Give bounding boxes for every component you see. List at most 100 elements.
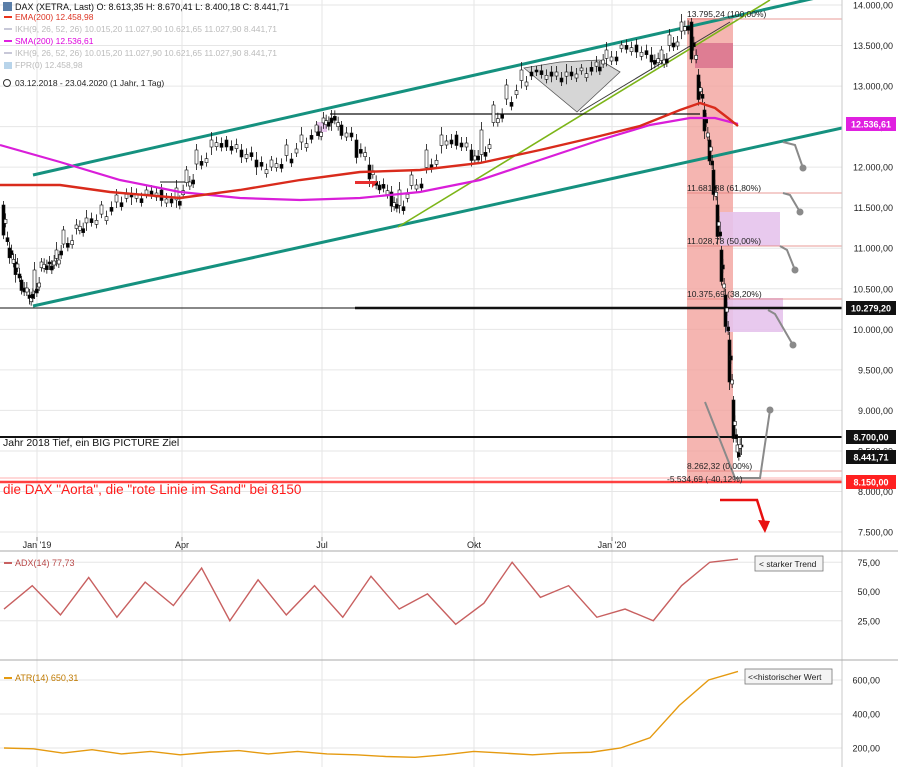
candle-body — [336, 122, 340, 127]
candle-body — [726, 326, 730, 332]
price-tag — [846, 301, 896, 315]
price-tag-label: 10.279,20 — [851, 304, 891, 314]
candle-body — [54, 249, 59, 259]
candle-body — [3, 219, 8, 224]
scenario-arrow-head — [799, 164, 807, 172]
candle-body — [519, 69, 524, 81]
legend-label: IKH(9, 26, 52, 26) 10.015,20 11.027,90 1… — [15, 24, 277, 34]
adx-tick-label: 25,00 — [857, 616, 880, 626]
candle-body — [604, 49, 609, 59]
support-2018-label: Jahr 2018 Tief, ein BIG PICTURE Ziel — [3, 437, 179, 449]
scenario-arrow — [782, 141, 804, 169]
candle-body — [579, 67, 584, 72]
candle-body — [529, 71, 534, 77]
candle-body — [479, 129, 484, 155]
candle-body — [686, 26, 690, 31]
candle-body — [717, 221, 721, 227]
time-tick-label: Apr — [175, 540, 189, 550]
candle-body — [199, 161, 204, 166]
candle-body — [284, 144, 289, 156]
candle-body — [704, 118, 708, 124]
clock-icon — [3, 79, 11, 87]
atr-note: <<historischer Wert — [748, 672, 822, 682]
candle-body — [729, 355, 733, 361]
candle-body — [109, 207, 114, 212]
candle-body — [459, 142, 464, 148]
atr-tick-label: 200,00 — [852, 744, 880, 754]
price-tick-label: 10.000,00 — [853, 325, 893, 335]
candle-body — [444, 140, 449, 146]
scenario-arrow — [704, 401, 771, 479]
candle-body — [644, 50, 649, 55]
candle-body — [589, 67, 594, 72]
candle-body — [35, 288, 39, 294]
atr-tick-label: 400,00 — [852, 710, 880, 720]
candle-body — [25, 287, 29, 293]
candle-body — [264, 169, 269, 174]
legend-label: EMA(200) 12.458,98 — [15, 12, 94, 22]
candle-body — [554, 71, 559, 77]
candle-body — [19, 279, 24, 291]
adx-tick-label: 75,00 — [857, 558, 880, 568]
candle-body — [164, 198, 169, 204]
candle-body — [665, 58, 669, 64]
fib-label: 10.375,69 (38,20%) — [687, 289, 762, 299]
price-tick-label: 11.500,00 — [854, 203, 893, 213]
candle-body — [74, 224, 79, 229]
candle-body — [401, 206, 406, 211]
candle-body — [45, 265, 49, 270]
signal-arrow — [355, 181, 378, 188]
candle-body — [424, 149, 429, 168]
candle-body — [409, 174, 414, 186]
candle-body — [377, 184, 382, 191]
candle-body — [524, 81, 529, 87]
candle-body — [544, 75, 549, 80]
atr-tick-label: 600,00 — [852, 676, 880, 686]
crash-zone — [687, 18, 733, 480]
candle-body — [733, 421, 737, 426]
candle-body — [683, 26, 687, 31]
candle-body — [737, 452, 741, 457]
fib-zone-top — [695, 43, 733, 68]
candle-body — [279, 164, 284, 169]
candle-body — [659, 49, 664, 61]
price-tag — [846, 450, 896, 464]
candle-body — [269, 159, 274, 168]
scenario-arrow — [782, 192, 801, 213]
candle-body — [397, 189, 402, 206]
candle-body — [734, 434, 738, 439]
candle-body — [624, 45, 629, 50]
marker-zone — [317, 122, 327, 132]
candle-body — [194, 149, 199, 165]
adx-line — [3, 558, 739, 626]
candle-body — [84, 217, 89, 224]
candle-body — [584, 73, 589, 78]
time-tick-label: Jul — [316, 540, 328, 550]
candle-body — [52, 260, 56, 266]
candle-body — [721, 264, 725, 270]
candle-body — [57, 259, 61, 265]
candle-body — [491, 104, 496, 123]
price-tag — [846, 475, 896, 489]
candle-body — [730, 379, 734, 385]
candle-body — [419, 183, 424, 189]
ema-200-line — [0, 101, 739, 200]
price-tag-label: 8.150,00 — [853, 478, 888, 488]
candle-body — [299, 134, 304, 143]
candle-body — [70, 240, 74, 245]
time-tick-label: Okt — [467, 540, 482, 550]
price-tag — [846, 117, 896, 131]
candle-body — [714, 192, 718, 197]
price-tag-label: 12.536,61 — [851, 120, 891, 130]
candle-body — [653, 60, 657, 65]
price-tick-label: 7.500,00 — [858, 528, 893, 538]
atr-legend: ATR(14) 650,31 — [15, 673, 78, 683]
candle-body — [656, 58, 660, 63]
candle-body — [314, 124, 319, 133]
candle-body — [61, 229, 66, 245]
candle-body — [94, 220, 99, 225]
candle-body — [692, 42, 696, 47]
candle-body — [339, 124, 344, 136]
candle-body — [439, 134, 444, 146]
